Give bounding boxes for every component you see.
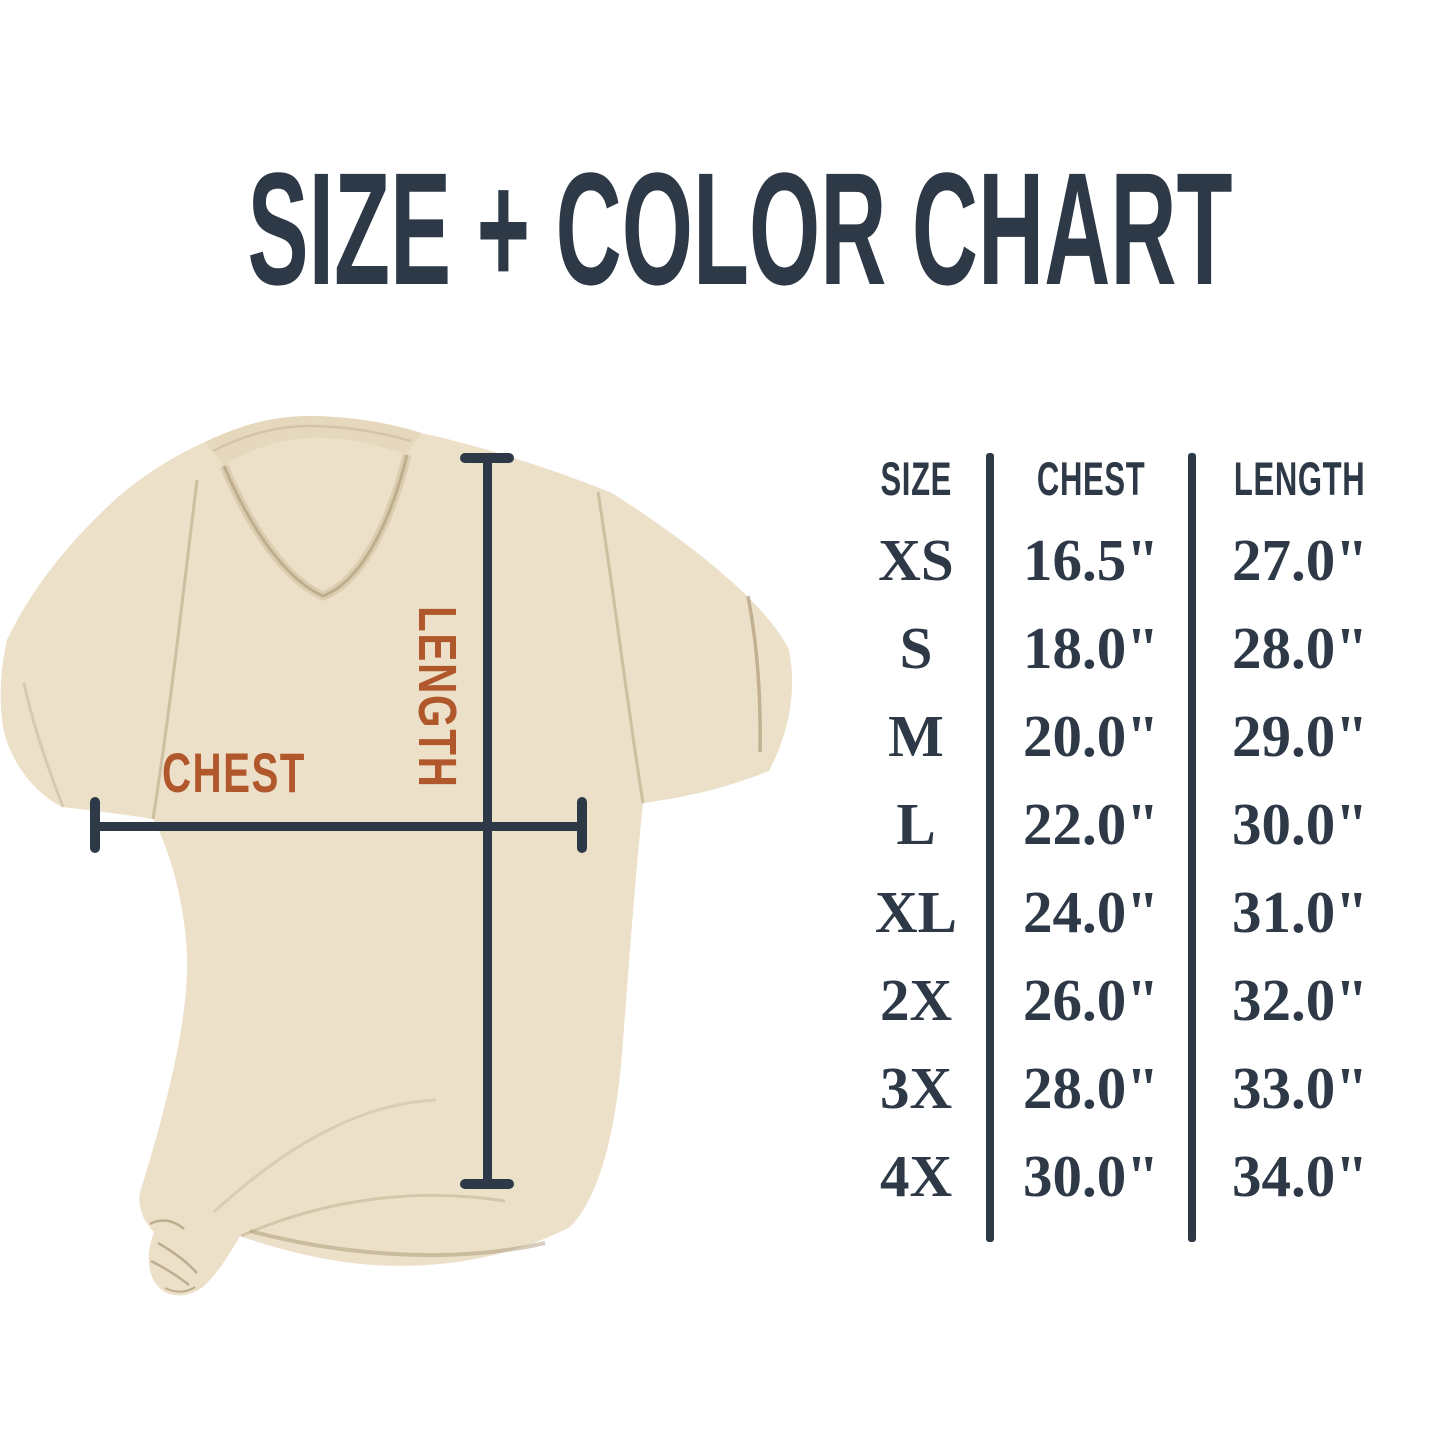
size-cell: L [896, 790, 936, 857]
chest-cell: 26.0" [1022, 966, 1159, 1033]
chest-cell: 28.0" [1022, 1054, 1159, 1121]
hem-fold-1 [240, 1193, 506, 1238]
hem-fold-2 [212, 1098, 437, 1214]
length-cell: 32.0" [1231, 966, 1368, 1033]
chest-cell: 20.0" [1022, 702, 1159, 769]
page-title-svg: SIZE + COLOR CHART [248, 139, 1233, 318]
knot-fold-3 [149, 1219, 185, 1230]
length-cell: 33.0" [1231, 1054, 1368, 1121]
length-label: LENGTH [407, 606, 467, 789]
right-sleeve-seam [596, 491, 645, 804]
size-cell: XS [878, 526, 954, 593]
length-measure-cap-bottom [460, 1179, 514, 1189]
left-sleeve-seam [151, 479, 199, 820]
chest-cell: 24.0" [1022, 878, 1159, 945]
page-title: SIZE + COLOR CHART [248, 139, 1233, 318]
neckline-seam [222, 454, 409, 598]
left-sleeve-fold [22, 682, 65, 808]
chest-measure-cap-right [577, 797, 587, 853]
header-length: LENGTH [1234, 451, 1366, 505]
length-cell: 34.0" [1231, 1142, 1368, 1209]
tshirt-collar [205, 416, 421, 466]
length-cell: 31.0" [1231, 878, 1368, 945]
size-cell: 4X [879, 1142, 953, 1209]
size-cell: 2X [879, 966, 953, 1033]
collar-stitch [212, 424, 412, 453]
size-cell: M [888, 702, 944, 769]
table-divider-2 [1188, 453, 1196, 1242]
tshirt-image [0, 416, 793, 1296]
tshirt-body [0, 416, 793, 1296]
length-measure-cap-top [460, 453, 514, 463]
hem-shadow [249, 1229, 546, 1258]
chest-measure-line [93, 822, 582, 831]
header-chest: CHEST [1036, 451, 1146, 505]
length-cell: 27.0" [1231, 526, 1368, 593]
length-cell: 29.0" [1231, 702, 1368, 769]
size-cell: 3X [879, 1054, 953, 1121]
chest-label: CHEST [162, 741, 306, 804]
header-size: SIZE [880, 451, 952, 505]
chest-cell: 16.5" [1022, 526, 1159, 593]
knot-fold-4 [164, 1286, 196, 1293]
chest-measure-cap-left [90, 797, 100, 853]
length-cell: 28.0" [1231, 614, 1368, 681]
knot-fold-1 [157, 1241, 198, 1274]
size-cell: XL [875, 878, 957, 945]
length-cell: 30.0" [1231, 790, 1368, 857]
knot-fold-2 [150, 1259, 190, 1286]
chest-cell: 30.0" [1022, 1142, 1159, 1209]
chest-cell: 18.0" [1022, 614, 1159, 681]
size-cell: S [899, 614, 933, 681]
table-divider-1 [986, 453, 994, 1242]
size-table: SIZE CHEST LENGTH XS 16.5" 27.0" S 18.0"… [842, 440, 1408, 1252]
chest-cell: 22.0" [1022, 790, 1159, 857]
cuff-fold [746, 595, 762, 753]
